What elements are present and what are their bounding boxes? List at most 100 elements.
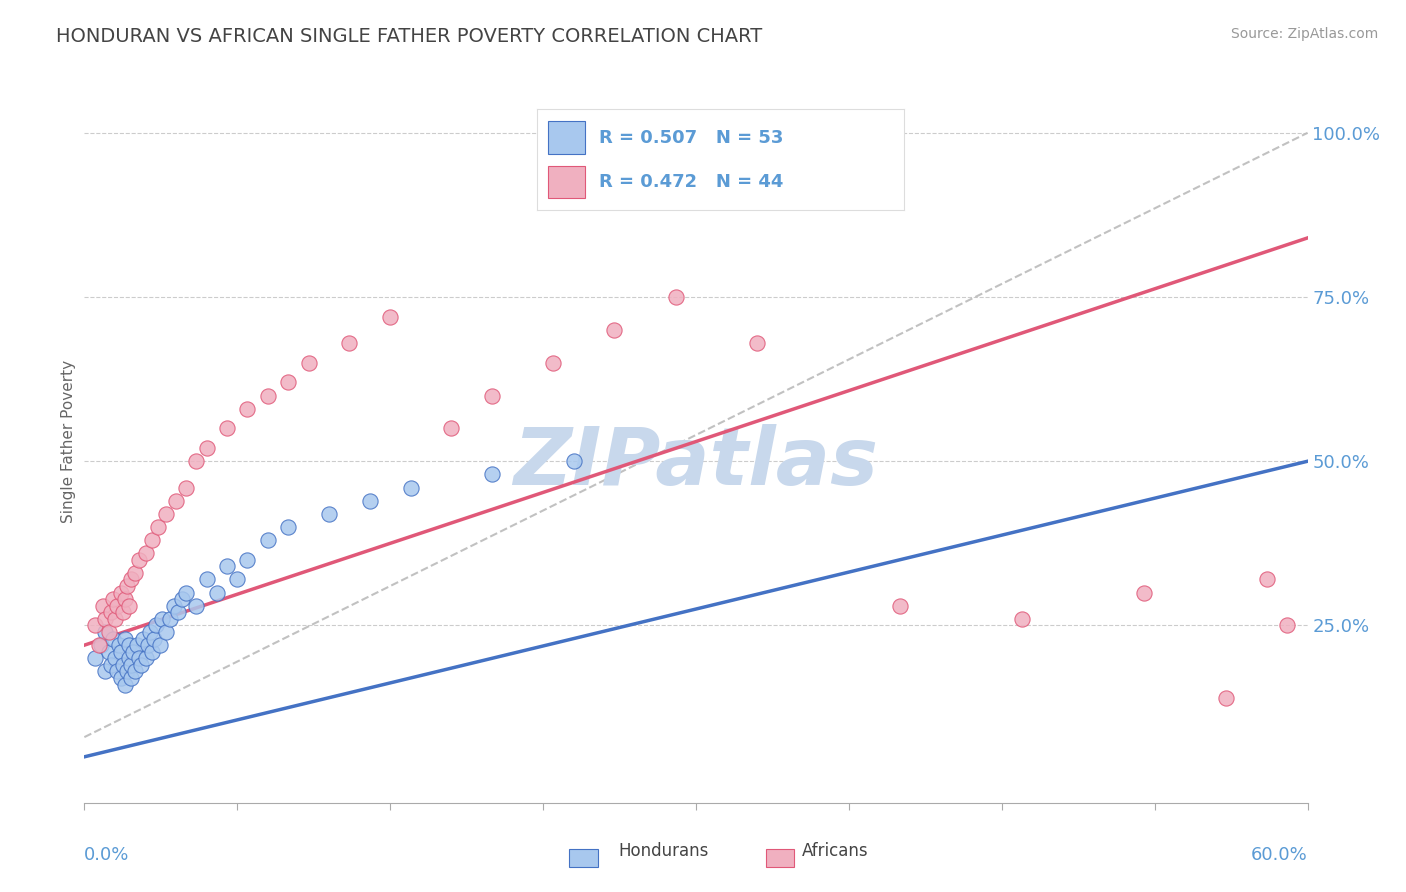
Point xyxy=(135,546,157,560)
Point xyxy=(83,651,105,665)
Text: 60.0%: 60.0% xyxy=(1251,847,1308,864)
Point xyxy=(155,625,177,640)
Point xyxy=(440,421,463,435)
Point xyxy=(195,573,218,587)
Point xyxy=(159,612,181,626)
Point xyxy=(217,421,239,435)
Text: ZIPatlas: ZIPatlas xyxy=(513,425,879,502)
Point xyxy=(118,638,141,652)
Point xyxy=(399,481,422,495)
Point xyxy=(174,585,197,599)
Point xyxy=(131,657,153,672)
Point xyxy=(112,657,135,672)
Point xyxy=(135,651,157,665)
Point xyxy=(339,336,361,351)
Point xyxy=(359,493,381,508)
Point xyxy=(110,585,132,599)
Point xyxy=(172,592,194,607)
Point xyxy=(277,520,299,534)
Point xyxy=(186,599,208,613)
Point xyxy=(100,657,122,672)
Point xyxy=(603,323,626,337)
Point xyxy=(120,573,142,587)
Point xyxy=(889,599,911,613)
Point xyxy=(101,592,124,607)
Point xyxy=(104,612,127,626)
Point xyxy=(145,618,167,632)
Point xyxy=(118,599,141,613)
Point xyxy=(205,585,228,599)
Point xyxy=(380,310,402,324)
Y-axis label: Single Father Poverty: Single Father Poverty xyxy=(60,360,76,523)
Point xyxy=(165,493,187,508)
Point xyxy=(87,638,110,652)
Point xyxy=(114,632,136,646)
Point xyxy=(83,618,105,632)
Point xyxy=(562,454,585,468)
Point xyxy=(217,559,239,574)
Point xyxy=(124,665,146,679)
Point xyxy=(127,638,149,652)
Point xyxy=(481,388,503,402)
Point xyxy=(128,651,150,665)
Point xyxy=(149,638,172,652)
Point xyxy=(122,645,145,659)
Point xyxy=(108,638,131,652)
Point xyxy=(132,632,155,646)
Point xyxy=(298,356,321,370)
Point xyxy=(101,632,124,646)
Point xyxy=(120,671,142,685)
Point xyxy=(257,388,280,402)
Point xyxy=(174,481,197,495)
Text: Hondurans: Hondurans xyxy=(619,842,709,860)
Point xyxy=(277,376,299,390)
Point xyxy=(93,665,115,679)
Point xyxy=(150,612,173,626)
Point xyxy=(97,645,120,659)
Point xyxy=(114,592,136,607)
Point xyxy=(236,553,259,567)
Point xyxy=(97,625,120,640)
Point xyxy=(1011,612,1033,626)
Point xyxy=(141,533,163,547)
Point xyxy=(100,605,122,619)
Point xyxy=(141,645,163,659)
Point xyxy=(128,553,150,567)
Point xyxy=(481,467,503,482)
Point xyxy=(155,507,177,521)
Point xyxy=(1277,618,1299,632)
Point xyxy=(93,625,115,640)
Text: Source: ZipAtlas.com: Source: ZipAtlas.com xyxy=(1230,27,1378,41)
Point xyxy=(146,520,169,534)
Point xyxy=(665,290,688,304)
Point xyxy=(115,579,138,593)
Point xyxy=(120,657,142,672)
Text: HONDURAN VS AFRICAN SINGLE FATHER POVERTY CORRELATION CHART: HONDURAN VS AFRICAN SINGLE FATHER POVERT… xyxy=(56,27,762,45)
Point xyxy=(186,454,208,468)
Point xyxy=(163,599,186,613)
Point xyxy=(114,677,136,691)
Point xyxy=(543,356,565,370)
Point xyxy=(318,507,340,521)
Point xyxy=(105,665,128,679)
Point xyxy=(747,336,769,351)
Point xyxy=(167,605,190,619)
Point xyxy=(1215,690,1237,705)
Point xyxy=(118,651,141,665)
Point xyxy=(226,573,249,587)
Point xyxy=(110,645,132,659)
Point xyxy=(257,533,280,547)
Point xyxy=(142,632,165,646)
Point xyxy=(236,401,259,416)
Text: 0.0%: 0.0% xyxy=(84,847,129,864)
Text: Africans: Africans xyxy=(801,842,868,860)
Point xyxy=(112,605,135,619)
Point xyxy=(124,566,146,580)
Point xyxy=(138,625,160,640)
Point xyxy=(115,665,138,679)
Point xyxy=(110,671,132,685)
Point xyxy=(1133,585,1156,599)
Point xyxy=(91,599,114,613)
Point xyxy=(195,441,218,455)
Point xyxy=(105,599,128,613)
